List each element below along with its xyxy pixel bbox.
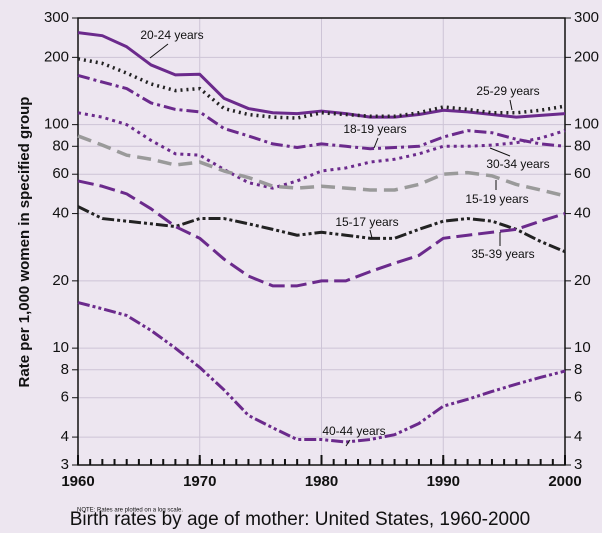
- y-tick-label: 200: [44, 48, 69, 65]
- x-tick-label: 1990: [427, 473, 460, 490]
- y2-tick-label: 100: [574, 116, 599, 133]
- y2-tick-label: 4: [574, 428, 582, 445]
- series-line: [77, 57, 566, 120]
- series-line: [77, 134, 566, 198]
- x-tick-label: 1960: [61, 473, 94, 490]
- series-line: [77, 111, 566, 190]
- y-tick-label: 40: [52, 205, 69, 222]
- y-tick-label: 20: [52, 272, 69, 289]
- series-label: 30-34 years: [486, 157, 549, 171]
- y2-tick-label: 80: [574, 137, 591, 154]
- y2-tick-label: 8: [574, 361, 582, 378]
- y-tick-label: 100: [44, 116, 69, 133]
- series-line: [77, 205, 566, 254]
- y-axis-label: Rate per 1,000 women in specified group: [16, 97, 33, 388]
- leader-line: [149, 43, 169, 59]
- series-label: 15-19 years: [465, 192, 528, 206]
- series-label: 20-24 years: [140, 28, 203, 42]
- series-label: 15-17 years: [335, 215, 398, 229]
- series-label: 25-29 years: [476, 84, 539, 98]
- series-line: [77, 31, 566, 119]
- y2-tick-label: 6: [574, 389, 582, 406]
- y-tick-label: 8: [61, 361, 69, 378]
- leader-line: [489, 147, 511, 157]
- plot-frame: [77, 17, 566, 466]
- y2-tick-label: 3: [574, 456, 582, 473]
- series-label: 35-39 years: [471, 247, 534, 261]
- y-tick-label: 4: [61, 428, 69, 445]
- y-tick-label: 10: [52, 339, 69, 356]
- y-tick-label: 60: [52, 165, 69, 182]
- leader-line: [369, 229, 373, 239]
- series-line: [77, 301, 566, 444]
- y-tick-label: 300: [44, 9, 69, 26]
- note: NOTE: Rates are plotted on a log scale.: [77, 508, 183, 514]
- y2-tick-label: 40: [574, 205, 591, 222]
- y-tick-label: 6: [61, 389, 69, 406]
- x-tick-label: 2000: [548, 473, 581, 490]
- y2-tick-label: 10: [574, 339, 591, 356]
- series-line: [77, 179, 566, 288]
- y-tick-label: 80: [52, 137, 69, 154]
- y2-tick-label: 300: [574, 9, 599, 26]
- chart-title: Birth rates by age of mother: United Sta…: [70, 509, 531, 530]
- series-label: 18-19 years: [343, 122, 406, 136]
- x-tick-label: 1980: [305, 473, 338, 490]
- y2-tick-label: 200: [574, 48, 599, 65]
- y-tick-label: 3: [61, 456, 69, 473]
- series-line: [77, 73, 566, 151]
- series-label: 40-44 years: [322, 424, 385, 438]
- leader-line: [373, 137, 379, 149]
- y2-tick-label: 60: [574, 165, 591, 182]
- y2-tick-label: 20: [574, 272, 591, 289]
- leader-line: [509, 99, 513, 111]
- leader-line: [345, 439, 351, 447]
- x-tick-label: 1970: [183, 473, 216, 490]
